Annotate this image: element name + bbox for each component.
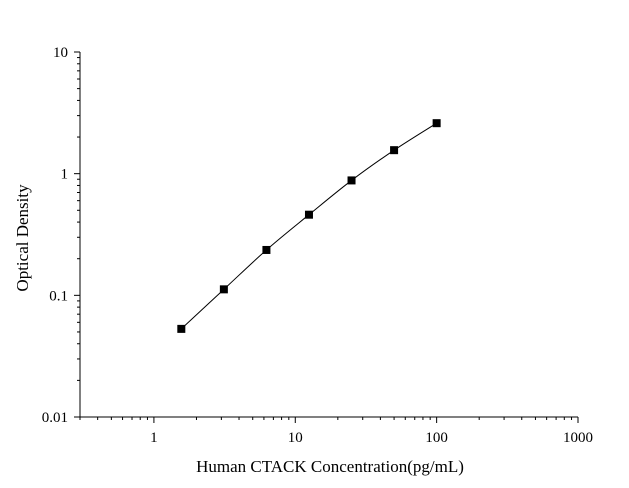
fit-curve [180,122,437,330]
x-tick-label: 1000 [563,430,593,446]
data-point [432,119,441,128]
x-tick-label: 10 [288,430,303,446]
plot-frame [79,52,578,418]
y-axis-ticks: 0.01 0.1 1 10 [42,45,80,426]
data-point [304,210,313,219]
data-point [177,324,186,333]
x-tick-label: 1 [150,430,158,446]
y-axis-title: Optical Density [13,184,32,292]
x-axis-title: Human CTACK Concentration(pg/mL) [196,457,464,476]
y-tick-label: 1 [61,167,69,183]
data-point [219,285,228,294]
data-point [262,245,271,254]
y-tick-label: 10 [53,45,68,61]
data-points-layer [177,119,441,333]
data-point [347,176,356,185]
fit-curve-layer [180,122,437,330]
data-point [390,146,399,155]
y-tick-label: 0.1 [49,288,68,304]
y-tick-label: 0.01 [42,410,68,426]
x-tick-label: 100 [425,430,448,446]
x-axis-ticks: 1 10 100 1000 [79,417,593,446]
